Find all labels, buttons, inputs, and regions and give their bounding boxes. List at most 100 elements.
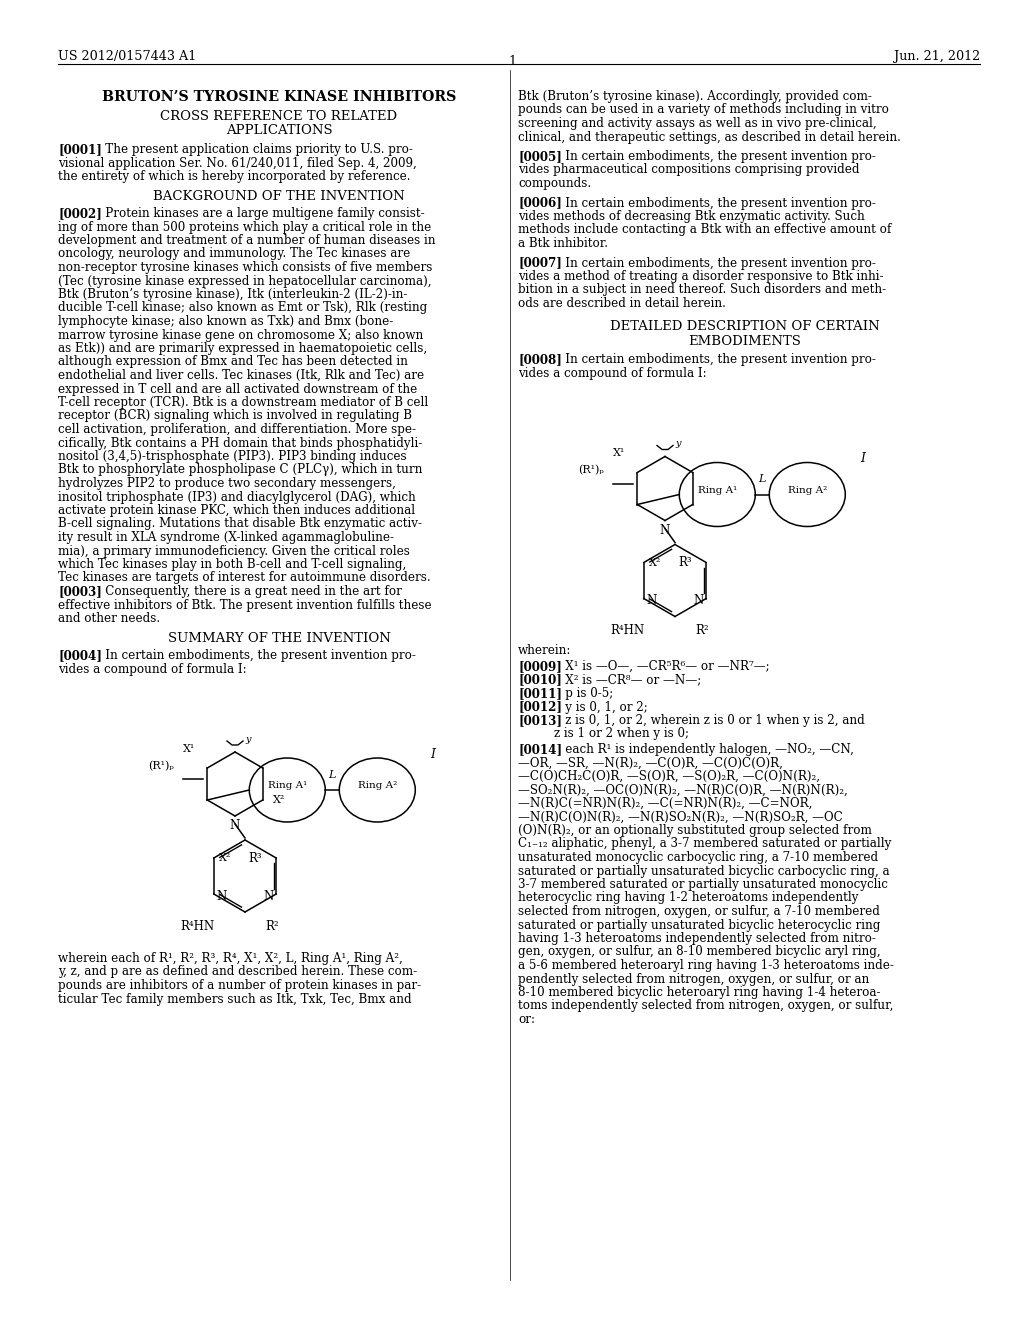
Text: selected from nitrogen, oxygen, or sulfur, a 7-10 membered: selected from nitrogen, oxygen, or sulfu… <box>518 906 880 917</box>
Text: APPLICATIONS: APPLICATIONS <box>225 124 333 137</box>
Text: gen, oxygen, or sulfur, an 8-10 membered bicyclic aryl ring,: gen, oxygen, or sulfur, an 8-10 membered… <box>518 945 881 958</box>
Text: Consequently, there is a great need in the art for: Consequently, there is a great need in t… <box>94 585 401 598</box>
Text: activate protein kinase PKC, which then induces additional: activate protein kinase PKC, which then … <box>58 504 415 517</box>
Text: C₁₋₁₂ aliphatic, phenyl, a 3-7 membered saturated or partially: C₁₋₁₂ aliphatic, phenyl, a 3-7 membered … <box>518 837 891 850</box>
Text: Ring A¹: Ring A¹ <box>267 781 307 791</box>
Text: X¹: X¹ <box>183 744 196 754</box>
Text: having 1-3 heteroatoms independently selected from nitro-: having 1-3 heteroatoms independently sel… <box>518 932 876 945</box>
Text: each R¹ is independently halogen, —NO₂, —CN,: each R¹ is independently halogen, —NO₂, … <box>554 743 854 756</box>
Text: X¹ is —O—, —CR⁵R⁶— or —NR⁷—;: X¹ is —O—, —CR⁵R⁶— or —NR⁷—; <box>554 660 770 673</box>
Text: R³: R³ <box>679 556 692 569</box>
Text: inositol triphosphate (IP3) and diacylglycerol (DAG), which: inositol triphosphate (IP3) and diacylgl… <box>58 491 416 503</box>
Text: [0007]: [0007] <box>518 256 562 269</box>
Text: B-cell signaling. Mutations that disable Btk enzymatic activ-: B-cell signaling. Mutations that disable… <box>58 517 422 531</box>
Text: and other needs.: and other needs. <box>58 612 160 624</box>
Text: mia), a primary immunodeficiency. Given the critical roles: mia), a primary immunodeficiency. Given … <box>58 544 410 557</box>
Text: R⁴HN: R⁴HN <box>610 624 644 638</box>
Text: BACKGROUND OF THE INVENTION: BACKGROUND OF THE INVENTION <box>154 190 404 202</box>
Text: R²: R² <box>695 624 709 638</box>
Text: (O)N(R)₂, or an optionally substituted group selected from: (O)N(R)₂, or an optionally substituted g… <box>518 824 871 837</box>
Text: saturated or partially unsaturated bicyclic carbocyclic ring, a: saturated or partially unsaturated bicyc… <box>518 865 890 878</box>
Text: —N(R)C(=NR)N(R)₂, —C(=NR)N(R)₂, —C=NOR,: —N(R)C(=NR)N(R)₂, —C(=NR)N(R)₂, —C=NOR, <box>518 797 812 810</box>
Text: L: L <box>759 474 766 484</box>
Text: visional application Ser. No. 61/240,011, filed Sep. 4, 2009,: visional application Ser. No. 61/240,011… <box>58 157 417 169</box>
Text: ods are described in detail herein.: ods are described in detail herein. <box>518 297 726 310</box>
Text: p is 0-5;: p is 0-5; <box>554 686 613 700</box>
Text: or:: or: <box>518 1012 535 1026</box>
Text: endothelial and liver cells. Tec kinases (Itk, Rlk and Tec) are: endothelial and liver cells. Tec kinases… <box>58 370 424 381</box>
Text: z is 1 or 2 when y is 0;: z is 1 or 2 when y is 0; <box>554 727 689 741</box>
Text: vides a method of treating a disorder responsive to Btk inhi-: vides a method of treating a disorder re… <box>518 271 884 282</box>
Text: —OR, —SR, —N(R)₂, —C(O)R, —C(O)C(O)R,: —OR, —SR, —N(R)₂, —C(O)R, —C(O)C(O)R, <box>518 756 783 770</box>
Text: screening and activity assays as well as in vivo pre-clinical,: screening and activity assays as well as… <box>518 117 877 129</box>
Text: [0003]: [0003] <box>58 585 101 598</box>
Text: Tec kinases are targets of interest for autoimmune disorders.: Tec kinases are targets of interest for … <box>58 572 431 585</box>
Text: X² is —CR⁸— or —N—;: X² is —CR⁸— or —N—; <box>554 673 701 686</box>
Text: non-receptor tyrosine kinases which consists of five members: non-receptor tyrosine kinases which cons… <box>58 261 432 275</box>
Text: CROSS REFERENCE TO RELATED: CROSS REFERENCE TO RELATED <box>161 110 397 123</box>
Text: cifically, Btk contains a PH domain that binds phosphatidyli-: cifically, Btk contains a PH domain that… <box>58 437 422 450</box>
Text: 8-10 membered bicyclic heteroaryl ring having 1-4 heteroa-: 8-10 membered bicyclic heteroaryl ring h… <box>518 986 881 999</box>
Text: X¹: X¹ <box>613 449 626 458</box>
Text: [0009]: [0009] <box>518 660 562 673</box>
Text: DETAILED DESCRIPTION OF CERTAIN: DETAILED DESCRIPTION OF CERTAIN <box>610 321 880 334</box>
Text: EMBODIMENTS: EMBODIMENTS <box>688 335 802 348</box>
Text: [0006]: [0006] <box>518 197 562 210</box>
Text: toms independently selected from nitrogen, oxygen, or sulfur,: toms independently selected from nitroge… <box>518 999 893 1012</box>
Text: expressed in T cell and are all activated downstream of the: expressed in T cell and are all activate… <box>58 383 417 396</box>
Text: saturated or partially unsaturated bicyclic heterocyclic ring: saturated or partially unsaturated bicyc… <box>518 919 881 932</box>
Text: effective inhibitors of Btk. The present invention fulfills these: effective inhibitors of Btk. The present… <box>58 598 432 611</box>
Text: [0014]: [0014] <box>518 743 562 756</box>
Text: vides methods of decreasing Btk enzymatic activity. Such: vides methods of decreasing Btk enzymati… <box>518 210 864 223</box>
Text: I: I <box>860 453 865 466</box>
Text: (R¹)ₚ: (R¹)ₚ <box>148 760 174 771</box>
Text: R²: R² <box>265 920 279 933</box>
Text: —N(R)C(O)N(R)₂, —N(R)SO₂N(R)₂, —N(R)SO₂R, —OC: —N(R)C(O)N(R)₂, —N(R)SO₂N(R)₂, —N(R)SO₂R… <box>518 810 843 824</box>
Text: N: N <box>217 890 227 903</box>
Text: development and treatment of a number of human diseases in: development and treatment of a number of… <box>58 234 435 247</box>
Text: Ring A²: Ring A² <box>787 486 827 495</box>
Text: —SO₂N(R)₂, —OC(O)N(R)₂, —N(R)C(O)R, —N(R)N(R)₂,: —SO₂N(R)₂, —OC(O)N(R)₂, —N(R)C(O)R, —N(R… <box>518 784 848 796</box>
Text: Protein kinases are a large multigene family consist-: Protein kinases are a large multigene fa… <box>94 207 425 220</box>
Text: [0004]: [0004] <box>58 649 102 663</box>
Text: Btk (Bruton’s tyrosine kinase). Accordingly, provided com-: Btk (Bruton’s tyrosine kinase). Accordin… <box>518 90 871 103</box>
Text: [0002]: [0002] <box>58 207 101 220</box>
Text: L: L <box>329 770 336 780</box>
Text: Btk (Bruton’s tyrosine kinase), Itk (interleukin-2 (IL-2)-in-: Btk (Bruton’s tyrosine kinase), Itk (int… <box>58 288 408 301</box>
Text: 1: 1 <box>508 55 516 69</box>
Text: compounds.: compounds. <box>518 177 591 190</box>
Text: unsaturated monocyclic carbocyclic ring, a 7-10 membered: unsaturated monocyclic carbocyclic ring,… <box>518 851 879 865</box>
Text: [0013]: [0013] <box>518 714 562 727</box>
Text: ity result in XLA syndrome (X-linked agammaglobuline-: ity result in XLA syndrome (X-linked aga… <box>58 531 394 544</box>
Text: In certain embodiments, the present invention pro-: In certain embodiments, the present inve… <box>554 197 876 210</box>
Text: X²: X² <box>649 557 662 568</box>
Text: [0005]: [0005] <box>518 150 562 162</box>
Text: Ring A¹: Ring A¹ <box>697 486 737 495</box>
Text: vides a compound of formula I:: vides a compound of formula I: <box>58 663 247 676</box>
Text: X²: X² <box>219 853 231 863</box>
Text: ducible T-cell kinase; also known as Emt or Tsk), Rlk (resting: ducible T-cell kinase; also known as Emt… <box>58 301 427 314</box>
Text: although expression of Bmx and Tec has been detected in: although expression of Bmx and Tec has b… <box>58 355 408 368</box>
Text: y: y <box>675 440 681 449</box>
Text: In certain embodiments, the present invention pro-: In certain embodiments, the present inve… <box>94 649 416 663</box>
Text: ing of more than 500 proteins which play a critical role in the: ing of more than 500 proteins which play… <box>58 220 431 234</box>
Text: a 5-6 membered heteroaryl ring having 1-3 heteroatoms inde-: a 5-6 membered heteroaryl ring having 1-… <box>518 960 894 972</box>
Text: wherein:: wherein: <box>518 644 571 657</box>
Text: N: N <box>229 818 240 832</box>
Text: SUMMARY OF THE INVENTION: SUMMARY OF THE INVENTION <box>168 631 390 644</box>
Text: (Tec (tyrosine kinase expressed in hepatocellular carcinoma),: (Tec (tyrosine kinase expressed in hepat… <box>58 275 431 288</box>
Text: Jun. 21, 2012: Jun. 21, 2012 <box>894 50 980 63</box>
Text: Btk to phosphorylate phospholipase C (PLCγ), which in turn: Btk to phosphorylate phospholipase C (PL… <box>58 463 422 477</box>
Text: lymphocyte kinase; also known as Txk) and Bmx (bone-: lymphocyte kinase; also known as Txk) an… <box>58 315 393 327</box>
Text: N: N <box>659 524 670 536</box>
Text: I: I <box>430 748 435 762</box>
Text: N: N <box>647 594 657 607</box>
Text: which Tec kinases play in both B-cell and T-cell signaling,: which Tec kinases play in both B-cell an… <box>58 558 407 572</box>
Text: BRUTON’S TYROSINE KINASE INHIBITORS: BRUTON’S TYROSINE KINASE INHIBITORS <box>101 90 456 104</box>
Text: heterocyclic ring having 1-2 heteroatoms independently: heterocyclic ring having 1-2 heteroatoms… <box>518 891 858 904</box>
Text: wherein each of R¹, R², R³, R⁴, X¹, X², L, Ring A¹, Ring A²,: wherein each of R¹, R², R³, R⁴, X¹, X², … <box>58 952 402 965</box>
Text: the entirety of which is hereby incorporated by reference.: the entirety of which is hereby incorpor… <box>58 170 411 183</box>
Text: The present application claims priority to U.S. pro-: The present application claims priority … <box>94 143 413 156</box>
Text: [0008]: [0008] <box>518 354 562 367</box>
Text: pendently selected from nitrogen, oxygen, or sulfur, or an: pendently selected from nitrogen, oxygen… <box>518 973 869 986</box>
